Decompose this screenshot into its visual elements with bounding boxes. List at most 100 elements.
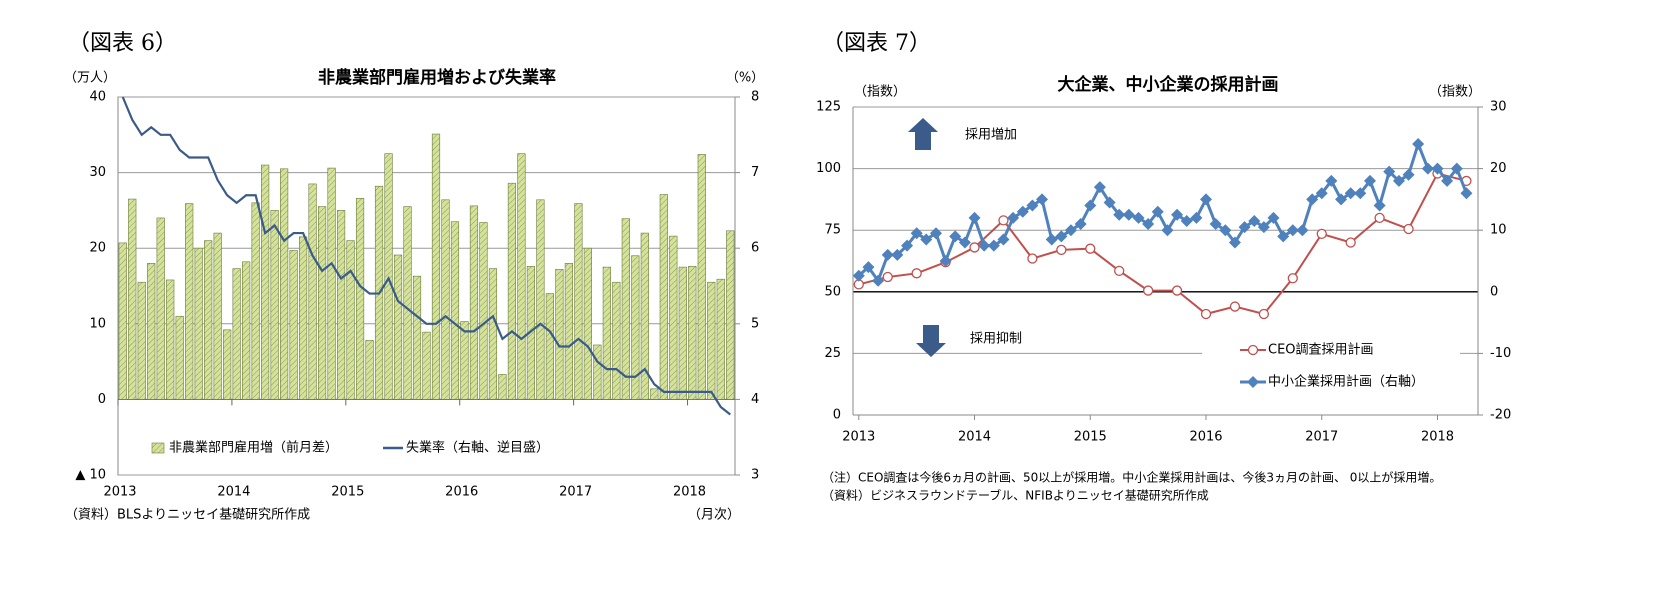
source: （資料）BLSよりニッセイ基礎研究所作成 xyxy=(65,508,310,523)
figure-label: （図表 7） xyxy=(822,31,931,56)
y2-tick-label: 8 xyxy=(751,90,759,105)
bar xyxy=(593,344,602,400)
marker xyxy=(1229,301,1241,312)
marker xyxy=(1171,208,1184,221)
bar xyxy=(517,153,526,400)
y-tick-label: 20 xyxy=(89,241,106,256)
y-tick-label: 50 xyxy=(824,284,841,299)
bar xyxy=(564,263,573,400)
bar xyxy=(308,183,317,400)
marker xyxy=(1306,193,1319,206)
x-tick-label: 2016 xyxy=(445,485,478,500)
marker xyxy=(1412,137,1425,150)
marker xyxy=(978,239,991,252)
bar xyxy=(507,182,517,400)
marker xyxy=(1161,224,1174,237)
y2-tick-label: 6 xyxy=(751,241,759,256)
note: （注）CEO調査は今後6ヵ月の計画、50以上が採用増。中小企業採用計画は、今後3… xyxy=(822,470,1441,485)
x-tick-label: 2017 xyxy=(559,485,592,500)
bar xyxy=(716,278,725,400)
bar xyxy=(640,232,649,400)
marker xyxy=(1093,181,1106,194)
x-tick-label: 2017 xyxy=(1305,430,1338,445)
marker xyxy=(958,236,971,249)
y2-tick-label: 7 xyxy=(751,165,759,180)
y-tick-label: 75 xyxy=(824,223,841,238)
y-tick-label: 0 xyxy=(833,408,841,423)
marker xyxy=(1296,224,1309,237)
x-tick-label: 2015 xyxy=(331,485,364,500)
y-tick-label: 10 xyxy=(89,316,106,331)
marker xyxy=(911,268,922,279)
marker xyxy=(1287,273,1298,284)
legend-label: 中小企業採用計画（右軸） xyxy=(1268,374,1424,390)
bar xyxy=(299,236,308,400)
marker xyxy=(929,227,942,240)
bar xyxy=(242,261,251,400)
bar xyxy=(669,235,678,400)
marker xyxy=(1026,199,1039,212)
marker xyxy=(852,269,865,282)
marker xyxy=(1373,199,1386,212)
bar xyxy=(697,154,706,400)
bar xyxy=(185,203,194,400)
marker xyxy=(1450,162,1463,175)
y-tick-label: 0 xyxy=(98,392,106,407)
marker xyxy=(1248,214,1261,227)
arrow-up xyxy=(908,118,938,150)
marker xyxy=(1228,236,1241,249)
y-unit: （指数） xyxy=(854,85,906,100)
marker xyxy=(1151,205,1164,218)
marker xyxy=(920,233,933,246)
bar xyxy=(574,203,583,400)
bar xyxy=(289,250,298,400)
line xyxy=(858,172,1467,316)
marker xyxy=(1335,193,1348,206)
y2-tick-label: -20 xyxy=(1490,408,1511,423)
bar xyxy=(688,266,697,400)
marker xyxy=(881,248,894,261)
bar xyxy=(232,268,241,400)
marker xyxy=(968,211,981,224)
y-tick-label: ▲ 10 xyxy=(75,468,106,483)
marker xyxy=(1036,193,1049,206)
marker xyxy=(1200,308,1212,320)
bar xyxy=(488,268,498,400)
marker xyxy=(1267,211,1280,224)
marker xyxy=(910,227,923,240)
y2-unit: （%） xyxy=(726,71,764,86)
bar xyxy=(526,266,536,400)
bar xyxy=(175,315,184,400)
marker xyxy=(1364,174,1377,187)
marker xyxy=(1190,211,1203,224)
x-tick-label: 2013 xyxy=(842,430,875,445)
marker xyxy=(998,215,1009,226)
x-unit: （月次） xyxy=(688,507,740,523)
bar xyxy=(393,254,403,400)
bar xyxy=(128,198,137,400)
y-tick-label: 30 xyxy=(89,165,106,180)
marker xyxy=(1286,224,1299,237)
marker xyxy=(1085,243,1096,254)
marker xyxy=(1403,223,1414,235)
marker xyxy=(1180,214,1193,227)
bar xyxy=(213,232,222,400)
y2-tick-label: 0 xyxy=(1490,284,1498,299)
legend-label: CEO調査採用計画 xyxy=(1268,342,1374,358)
marker xyxy=(1402,168,1415,181)
marker xyxy=(1460,187,1473,200)
bar xyxy=(422,331,431,400)
bar xyxy=(137,281,146,400)
bar xyxy=(327,167,336,400)
legend-swatch xyxy=(151,442,165,454)
y-tick-label: 100 xyxy=(816,161,841,176)
marker xyxy=(1431,162,1444,175)
bar xyxy=(602,266,611,400)
marker xyxy=(1374,212,1385,224)
x-tick-label: 2018 xyxy=(1421,430,1454,445)
bar xyxy=(147,263,156,400)
marker xyxy=(1219,224,1232,237)
bar xyxy=(545,293,554,400)
bar xyxy=(156,217,165,400)
